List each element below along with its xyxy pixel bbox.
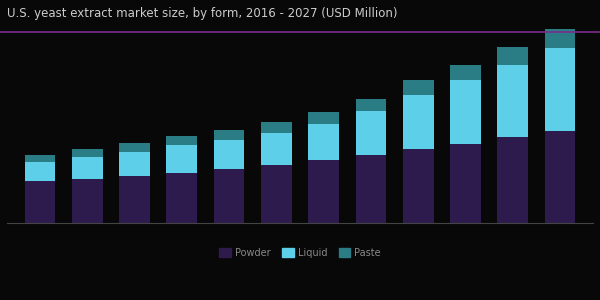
Bar [356,99,386,111]
Bar [72,179,103,223]
Bar [25,162,55,181]
Bar [308,112,339,124]
Bar [356,111,386,155]
Bar [119,176,150,223]
Bar [356,155,386,223]
Bar [497,47,528,65]
Bar [545,131,575,223]
Bar [450,80,481,144]
Bar [497,137,528,223]
Bar [166,172,197,223]
Bar [545,48,575,131]
Bar [72,157,103,179]
Text: U.S. yeast extract market size, by form, 2016 - 2027 (USD Million): U.S. yeast extract market size, by form,… [7,7,397,20]
Bar [308,124,339,160]
Bar [214,169,244,223]
Bar [261,122,292,133]
Bar [450,144,481,223]
Bar [308,160,339,223]
Bar [214,130,244,140]
Bar [25,181,55,223]
Bar [450,65,481,80]
Bar [497,65,528,137]
Bar [119,152,150,176]
Bar [119,143,150,152]
Bar [403,149,434,223]
Bar [25,155,55,162]
Bar [403,94,434,149]
Bar [166,145,197,172]
Bar [72,149,103,157]
Bar [214,140,244,169]
Bar [261,165,292,223]
Legend: Powder, Liquid, Paste: Powder, Liquid, Paste [215,244,385,262]
Bar [261,133,292,165]
Bar [403,80,434,94]
Bar [545,28,575,48]
Bar [166,136,197,145]
